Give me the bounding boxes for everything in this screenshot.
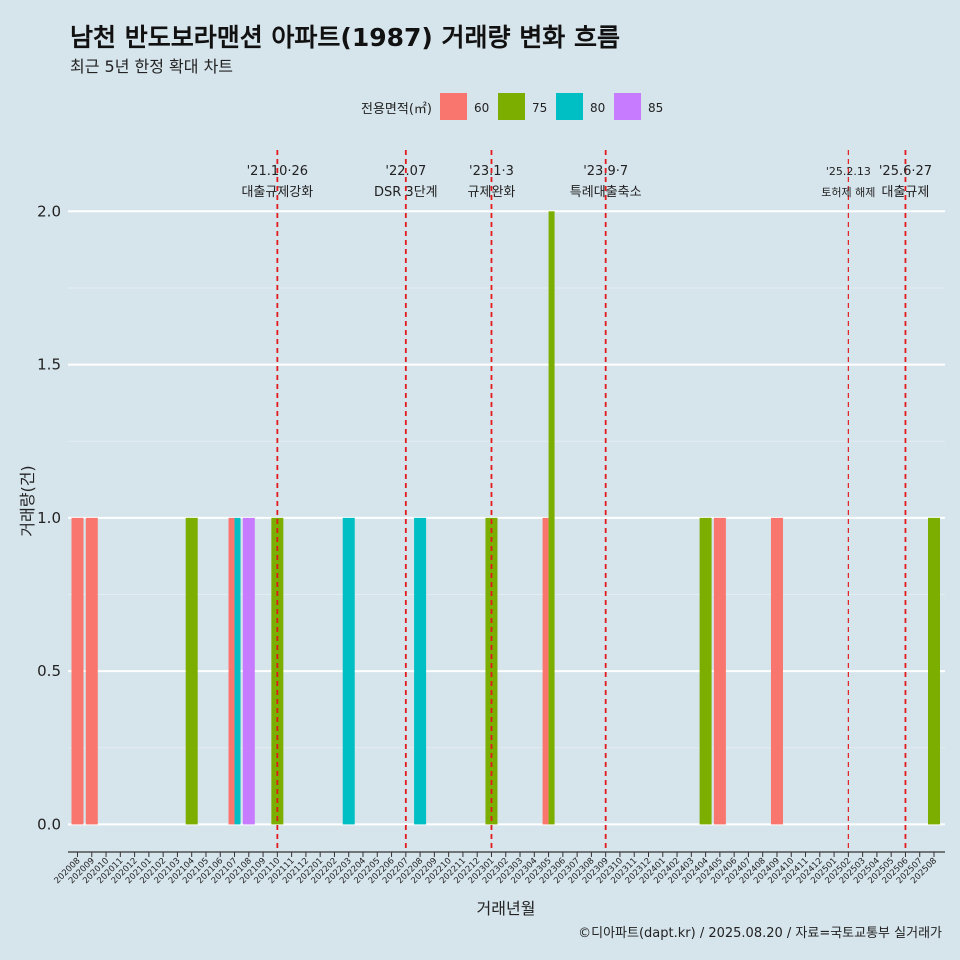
y-tick-label: 2.0: [37, 202, 61, 220]
event-desc-label: 토허제 해제: [821, 185, 875, 199]
y-tick-label: 0.5: [37, 662, 61, 680]
bar-202405-60: [713, 517, 726, 825]
bar-202110-75: [271, 517, 284, 825]
bar-202404-75: [699, 517, 712, 825]
bar-202305-75: [548, 211, 555, 825]
bars: [71, 211, 940, 825]
y-tick-label: 1.0: [37, 509, 61, 527]
chart-title: 남천 반도보라맨션 아파트(1987) 거래량 변화 흐름: [70, 23, 620, 52]
bar-202009-60: [85, 517, 98, 825]
bar-202104-75: [185, 517, 198, 825]
bar-202108-85: [242, 517, 255, 825]
legend-label-60: 60: [474, 101, 489, 115]
legend-swatch-75: [498, 93, 525, 120]
bar-202508-75: [928, 517, 940, 825]
event-desc-label: 특례대출축소: [570, 185, 642, 200]
source-caption: ©디아파트(dapt.kr) / 2025.08.20 / 자료=국토교통부 실…: [578, 926, 942, 941]
legend-label-80: 80: [590, 101, 605, 115]
event-date-label: '25.2.13: [826, 165, 871, 178]
bar-202409-60: [770, 517, 783, 825]
event-desc-label: 대출규제강화: [241, 185, 313, 200]
legend-label-85: 85: [648, 101, 663, 115]
event-date-label: '22.07: [385, 164, 426, 179]
bar-202107-80: [234, 517, 241, 825]
y-tick-label: 0.0: [37, 815, 61, 833]
bar-202107-60: [228, 517, 235, 825]
legend: 전용면적(㎡) 60 75 80 85: [361, 93, 663, 120]
event-desc-label: DSR 3단계: [374, 185, 438, 200]
event-markers: '21.10·26 대출규제강화 '22.07 DSR 3단계 '23.1·3 규제완화 '…: [241, 150, 932, 852]
y-tick-label: 1.5: [37, 356, 61, 374]
x-axis-label: 거래년월: [477, 899, 536, 918]
legend-swatch-85: [614, 93, 641, 120]
chart-subtitle: 최근 5년 한정 확대 차트: [70, 57, 234, 76]
legend-title: 전용면적(㎡): [361, 102, 432, 117]
event-date-label: '25.6·27: [879, 164, 932, 179]
bar-202008-60: [71, 517, 84, 825]
y-axis: 0.0 0.5 1.0 1.5 2.0: [37, 202, 61, 833]
event-desc-label: 대출규제: [882, 185, 930, 200]
legend-swatch-80: [556, 93, 583, 120]
event-date-label: '23.1·3: [469, 164, 514, 179]
grid-lines: [68, 210, 945, 826]
bar-202305-60: [542, 517, 549, 825]
x-axis: 2020082020092020102020112020122021012021…: [53, 851, 945, 886]
legend-label-75: 75: [532, 101, 547, 115]
bar-202208-80: [414, 517, 427, 825]
bar-202203-80: [342, 517, 355, 825]
legend-swatch-60: [440, 93, 467, 120]
event-desc-label: 규제완화: [468, 185, 516, 200]
bar-202301-75: [485, 517, 498, 825]
event-date-label: '21.10·26: [247, 164, 308, 179]
y-axis-label: 거래량(건): [18, 465, 37, 536]
event-date-label: '23.9·7: [583, 164, 628, 179]
